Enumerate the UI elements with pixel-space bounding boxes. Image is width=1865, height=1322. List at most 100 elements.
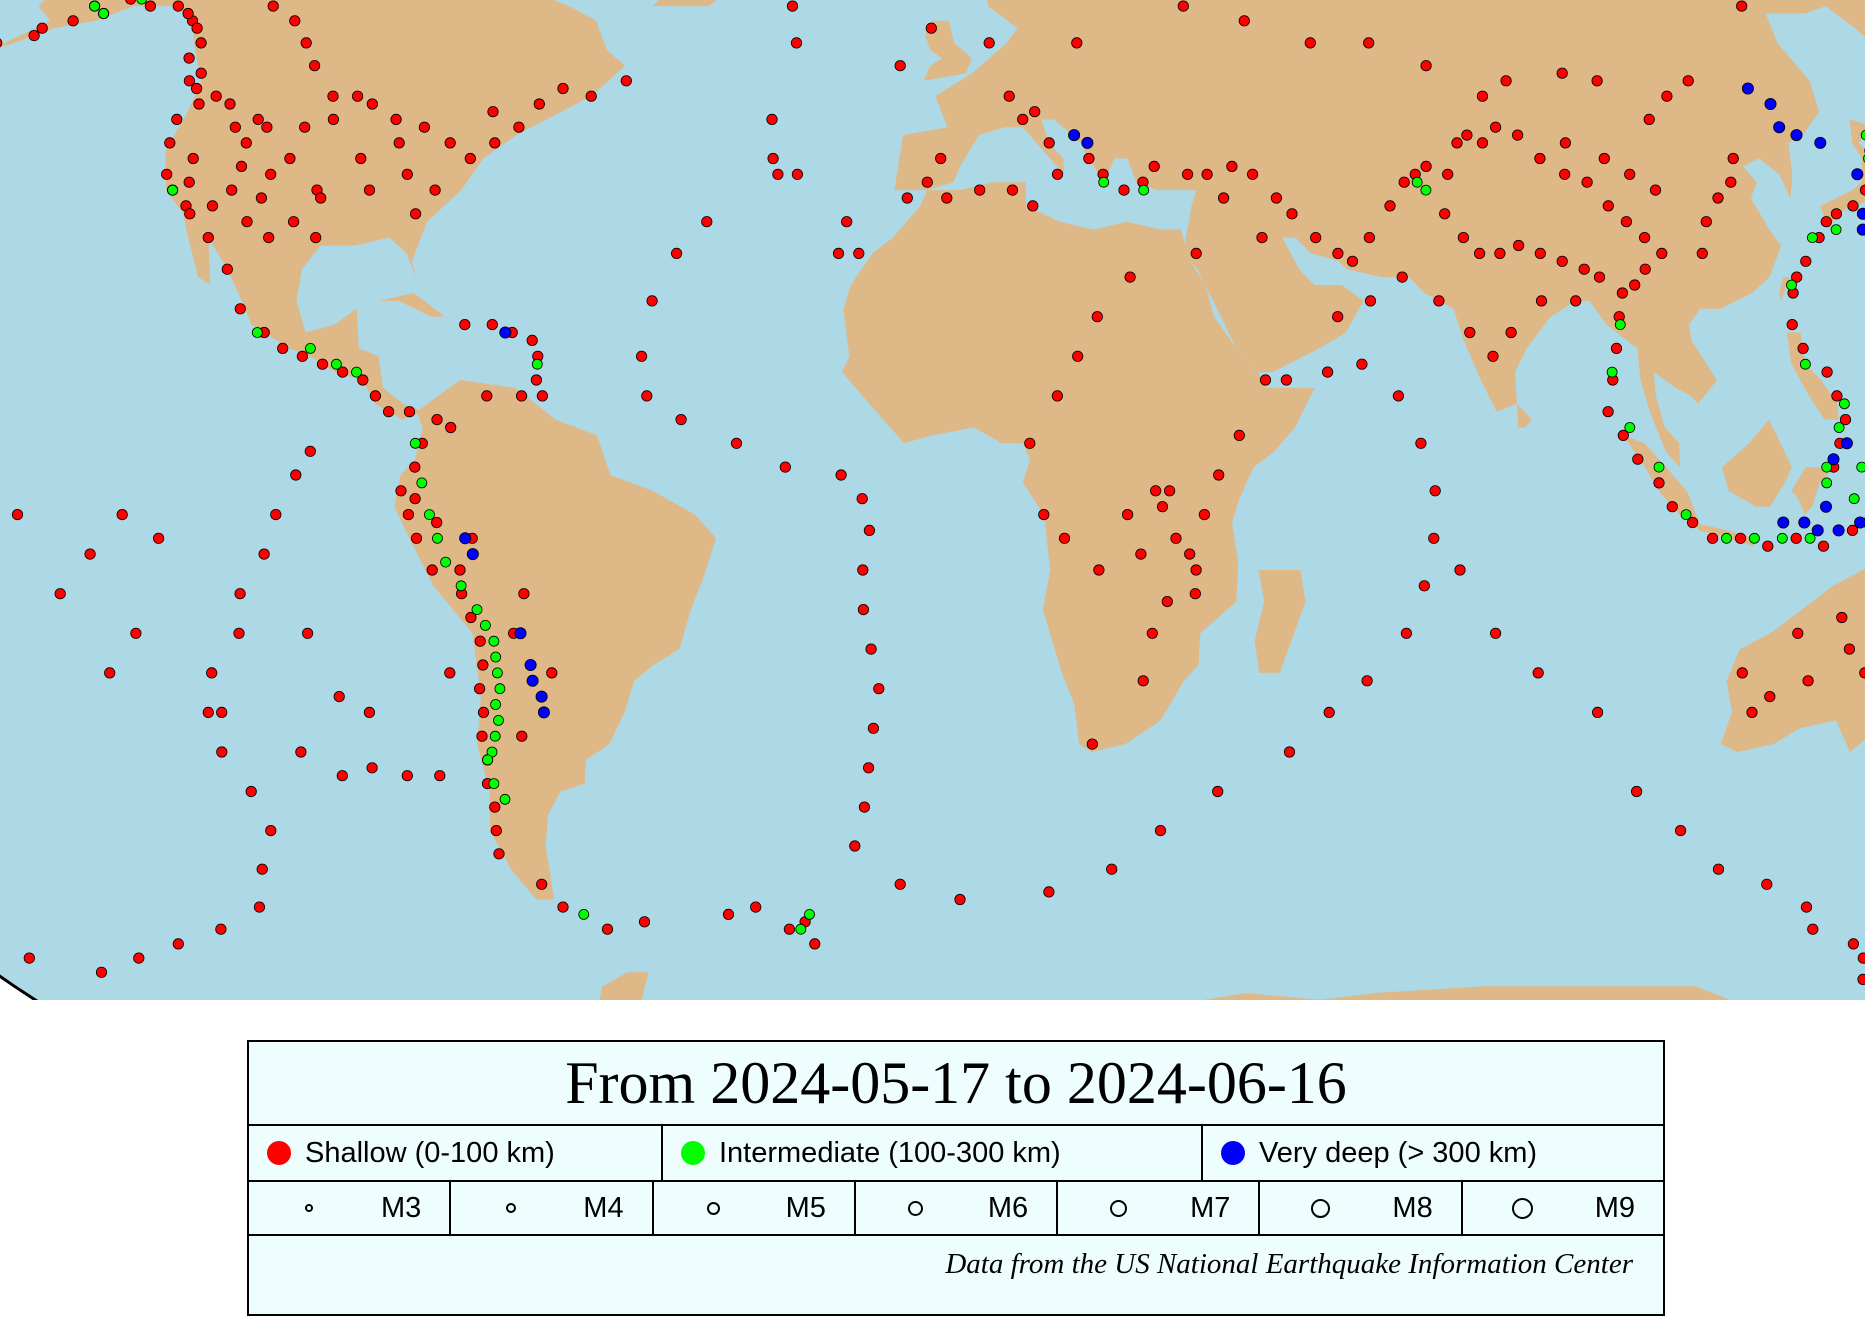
quake-shallow-182 <box>1017 113 1029 126</box>
quake-shallow-451 <box>418 121 430 133</box>
quake-deep-17 <box>1814 136 1827 149</box>
quake-shallow-455 <box>513 121 525 133</box>
quake-shallow-343 <box>772 168 784 180</box>
quake-shallow-376 <box>1570 295 1582 307</box>
quake-shallow-24 <box>235 160 248 172</box>
landmass-africa <box>842 182 1315 752</box>
quake-shallow-83 <box>786 0 799 12</box>
quake-shallow-370 <box>1494 247 1506 259</box>
quake-intermediate-5 <box>167 184 179 196</box>
quake-shallow-348 <box>1190 564 1202 576</box>
quake-shallow-78 <box>515 390 528 402</box>
quake-shallow-33 <box>202 232 214 244</box>
quake-shallow-447 <box>308 60 321 72</box>
quake-shallow-349 <box>1189 588 1201 600</box>
quake-shallow-90 <box>635 350 648 362</box>
quake-shallow-301 <box>1700 216 1712 228</box>
quake-shallow-365 <box>1364 295 1377 307</box>
quake-shallow-385 <box>1843 643 1856 655</box>
quake-shallow-88 <box>670 247 683 259</box>
quake-intermediate-18 <box>488 635 500 647</box>
quake-deep-45 <box>1856 223 1865 236</box>
quake-intermediate-32 <box>1614 319 1626 331</box>
quake-intermediate-33 <box>1606 366 1618 378</box>
quake-intermediate-92 <box>1821 477 1833 489</box>
shallow-dot-icon <box>267 1141 291 1165</box>
magnitude-legend-row: M3 M4 M5 M6 M7 M8 M9 <box>249 1182 1663 1236</box>
quake-shallow-460 <box>487 106 499 118</box>
intermediate-dot-icon <box>681 1141 705 1165</box>
quake-shallow-315 <box>1363 37 1375 49</box>
quake-deep-19 <box>1773 121 1786 134</box>
quake-shallow-40 <box>336 366 349 378</box>
quake-shallow-307 <box>1643 113 1655 126</box>
magnitude-m7: M7 <box>1056 1182 1258 1234</box>
quake-shallow-89 <box>646 295 658 307</box>
quake-shallow-318 <box>1177 0 1189 12</box>
quake-shallow-111 <box>1212 785 1224 798</box>
quake-shallow-153 <box>253 901 265 913</box>
quake-shallow-407 <box>153 532 165 544</box>
quake-shallow-158 <box>202 706 214 719</box>
quake-deep-11 <box>466 548 479 561</box>
m4-circle-icon <box>506 1203 517 1213</box>
quake-deep-12 <box>514 627 527 640</box>
quake-shallow-120 <box>1392 390 1405 402</box>
quake-shallow-13 <box>183 75 195 87</box>
quake-shallow-213 <box>1602 200 1614 212</box>
quake-shallow-334 <box>921 176 933 188</box>
quake-shallow-127 <box>1198 508 1211 521</box>
quake-shallow-411 <box>301 627 314 639</box>
quake-shallow-130 <box>1146 627 1158 639</box>
quake-shallow-266 <box>1831 390 1843 402</box>
quake-shallow-118 <box>1429 485 1441 497</box>
quake-deep-35 <box>1840 437 1853 450</box>
quake-intermediate-11 <box>416 477 428 489</box>
quake-shallow-404 <box>431 516 443 529</box>
quake-shallow-27 <box>255 192 267 204</box>
quake-shallow-154 <box>256 863 268 875</box>
quake-shallow-104 <box>858 801 871 813</box>
quake-shallow-372 <box>1534 247 1546 259</box>
quake-shallow-403 <box>409 493 421 505</box>
quake-intermediate-52 <box>1860 129 1865 141</box>
quake-shallow-465 <box>355 152 367 165</box>
quake-shallow-474 <box>351 90 364 102</box>
quake-shallow-184 <box>1051 168 1064 180</box>
landmass-borneo <box>1721 419 1792 507</box>
quake-shallow-231 <box>1762 540 1774 552</box>
quake-shallow-99 <box>857 603 870 616</box>
quake-intermediate-39 <box>1776 532 1788 544</box>
quake-shallow-134 <box>1490 627 1502 639</box>
quake-shallow-204 <box>1442 168 1454 180</box>
quake-intermediate-84 <box>482 754 494 766</box>
quake-shallow-356 <box>1024 437 1036 449</box>
quake-shallow-344 <box>841 216 853 228</box>
quake-shallow-55 <box>473 683 486 695</box>
quake-intermediate-86 <box>499 793 511 805</box>
quake-shallow-353 <box>1093 564 1105 576</box>
quake-shallow-44 <box>403 406 416 418</box>
quake-shallow-210 <box>1534 152 1546 165</box>
quake-shallow-84 <box>790 37 803 49</box>
quake-intermediate-22 <box>490 699 502 710</box>
quake-shallow-193 <box>1247 168 1259 180</box>
quake-shallow-159 <box>206 667 218 679</box>
quake-shallow-198 <box>1346 255 1359 267</box>
quake-shallow-10 <box>172 0 184 12</box>
quake-shallow-368 <box>1457 232 1470 244</box>
quake-shallow-86 <box>767 152 779 165</box>
quake-intermediate-49 <box>1830 224 1842 236</box>
depth-intermediate: Intermediate (100-300 km) <box>661 1126 1201 1180</box>
quake-shallow-448 <box>327 90 339 102</box>
quake-shallow-175 <box>11 508 24 521</box>
quake-shallow-469 <box>206 200 219 212</box>
quake-shallow-360 <box>1124 271 1136 283</box>
quake-intermediate-37 <box>1721 532 1732 544</box>
quake-shallow-402 <box>454 564 466 576</box>
quake-deep-30 <box>1832 524 1845 537</box>
quake-shallow-2 <box>36 22 48 34</box>
quake-intermediate-45 <box>1839 398 1850 410</box>
quake-shallow-374 <box>1578 263 1590 275</box>
quake-shallow-48 <box>402 508 414 521</box>
